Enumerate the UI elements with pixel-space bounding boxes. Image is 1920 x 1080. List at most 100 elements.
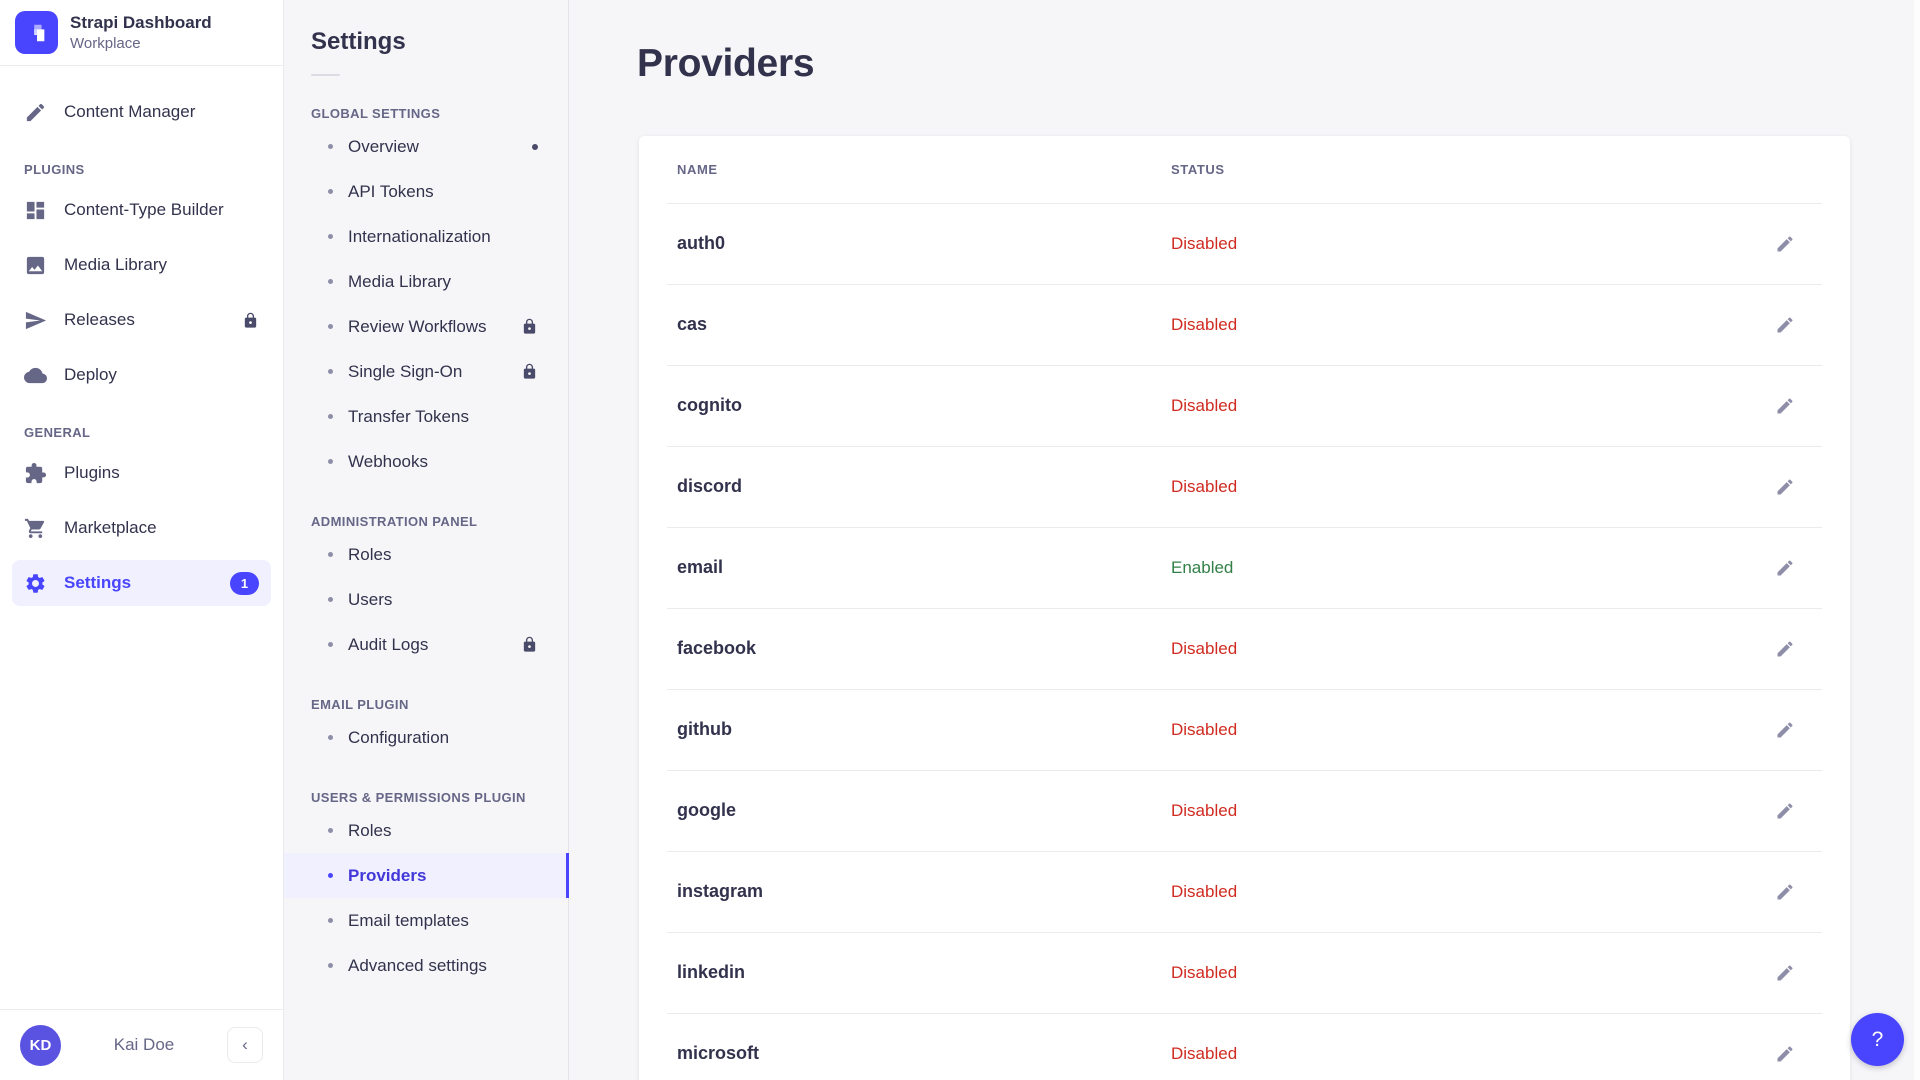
subnav-title: Settings (311, 28, 406, 55)
paper-plane-icon (24, 309, 47, 332)
subnav-section-email-plugin: EMAIL PLUGIN (311, 697, 409, 712)
provider-name: google (677, 800, 736, 820)
edit-provider-button[interactable] (1766, 873, 1804, 911)
subnav-item-transfer-tokens[interactable]: Transfer Tokens (284, 394, 568, 439)
provider-status: Disabled (1171, 314, 1238, 334)
bullet-icon (328, 189, 333, 194)
edit-provider-button[interactable] (1766, 387, 1804, 425)
bullet-icon (328, 597, 333, 602)
subnav-item-users[interactable]: Users (284, 577, 568, 622)
sidebar-item-plugins[interactable]: Plugins (12, 450, 271, 496)
edit-provider-button[interactable] (1766, 792, 1804, 830)
provider-status: Disabled (1171, 233, 1238, 253)
edit-provider-button[interactable] (1766, 1035, 1804, 1073)
provider-status: Disabled (1171, 962, 1238, 982)
provider-name: auth0 (677, 233, 726, 253)
user-row: KD Kai Doe ‹ (0, 1009, 283, 1080)
provider-status: Disabled (1171, 881, 1238, 901)
sidebar-item-content-type-builder[interactable]: Content-Type Builder (12, 187, 271, 233)
sidebar-item-marketplace[interactable]: Marketplace (12, 505, 271, 551)
bullet-icon (328, 642, 333, 647)
subnav-item-overview[interactable]: Overview (284, 124, 568, 169)
subnav-item-providers[interactable]: Providers (284, 853, 569, 898)
edit-provider-button[interactable] (1766, 711, 1804, 749)
pencil-icon (1775, 639, 1795, 659)
bullet-icon (328, 369, 333, 374)
subnav-item-api-tokens[interactable]: API Tokens (284, 169, 568, 214)
provider-name: cas (677, 314, 708, 334)
bullet-icon (328, 414, 333, 419)
subnav-item-email-templates[interactable]: Email templates (284, 898, 568, 943)
bullet-icon (328, 873, 333, 878)
layout-icon (24, 199, 47, 222)
sidebar-item-media-library[interactable]: Media Library (12, 242, 271, 288)
sidebar-item-deploy[interactable]: Deploy (12, 352, 271, 398)
pencil-icon (1775, 963, 1795, 983)
brand-subtitle: Workplace (70, 35, 141, 53)
bullet-icon (328, 735, 333, 740)
chevron-left-icon: ‹ (242, 1035, 248, 1054)
brand-title: Strapi Dashboard (70, 12, 212, 32)
provider-name: email (677, 557, 724, 577)
scrollbar-track[interactable] (1914, 0, 1920, 1080)
table-row-instagram: instagram Disabled (639, 851, 1850, 932)
pencil-icon (1775, 801, 1795, 821)
subnav-item-media-library[interactable]: Media Library (284, 259, 568, 304)
gear-icon (24, 572, 47, 595)
edit-provider-button[interactable] (1766, 630, 1804, 668)
bullet-icon (328, 828, 333, 833)
sidebar-item-releases[interactable]: Releases (12, 297, 271, 343)
question-mark-icon: ? (1871, 1027, 1884, 1051)
bullet-icon (328, 279, 333, 284)
bullet-icon (328, 144, 333, 149)
sidebar-item-settings[interactable]: Settings 1 (12, 560, 271, 606)
bullet-icon (328, 963, 333, 968)
puzzle-icon (24, 462, 47, 485)
bullet-icon (328, 324, 333, 329)
provider-status: Disabled (1171, 638, 1238, 658)
provider-status: Disabled (1171, 719, 1238, 739)
lock-icon (521, 318, 538, 335)
provider-name: github (677, 719, 732, 739)
subnav-section-users-permissions-plugin: USERS & PERMISSIONS PLUGIN (311, 790, 526, 805)
provider-status: Disabled (1171, 800, 1238, 820)
brand-header: Strapi Dashboard Workplace (0, 0, 283, 65)
subnav-item-review-workflows[interactable]: Review Workflows (284, 304, 568, 349)
subnav-section-administration-panel: ADMINISTRATION PANEL (311, 514, 478, 529)
subnav-item-roles[interactable]: Roles (284, 532, 568, 577)
edit-provider-button[interactable] (1766, 468, 1804, 506)
help-button[interactable]: ? (1851, 1013, 1904, 1066)
edit-provider-button[interactable] (1766, 549, 1804, 587)
providers-table-card: NAME STATUS auth0 Disabled cas Disabled … (639, 136, 1850, 1080)
pencil-icon (1775, 882, 1795, 902)
column-header-status: STATUS (1171, 162, 1225, 177)
table-row-auth0: auth0 Disabled (639, 203, 1850, 284)
subnav-item-internationalization[interactable]: Internationalization (284, 214, 568, 259)
subnav-item-audit-logs[interactable]: Audit Logs (284, 622, 568, 667)
pencil-icon (1775, 315, 1795, 335)
subnav-item-roles[interactable]: Roles (284, 808, 568, 853)
provider-status: Disabled (1171, 1043, 1238, 1063)
table-row-email: email Enabled (639, 527, 1850, 608)
avatar: KD (20, 1024, 61, 1066)
write-icon (24, 101, 47, 124)
edit-provider-button[interactable] (1766, 306, 1804, 344)
cloud-icon (24, 364, 47, 387)
collapse-sidebar-button[interactable]: ‹ (227, 1027, 263, 1063)
table-row-github: github Disabled (639, 689, 1850, 770)
table-row-cas: cas Disabled (639, 284, 1850, 365)
pencil-icon (1775, 558, 1795, 578)
strapi-logo-icon (15, 11, 58, 54)
table-row-discord: discord Disabled (639, 446, 1850, 527)
provider-name: linkedin (677, 962, 746, 982)
subnav-item-single-sign-on[interactable]: Single Sign-On (284, 349, 568, 394)
subnav-item-advanced-settings[interactable]: Advanced settings (284, 943, 568, 988)
subnav-item-configuration[interactable]: Configuration (284, 715, 568, 760)
edit-provider-button[interactable] (1766, 954, 1804, 992)
subnav-item-webhooks[interactable]: Webhooks (284, 439, 568, 484)
pencil-icon (1775, 396, 1795, 416)
sidebar-item-content-manager[interactable]: Content Manager (12, 89, 271, 135)
table-row-cognito: cognito Disabled (639, 365, 1850, 446)
edit-provider-button[interactable] (1766, 225, 1804, 263)
nav-section-general: GENERAL (24, 425, 91, 440)
